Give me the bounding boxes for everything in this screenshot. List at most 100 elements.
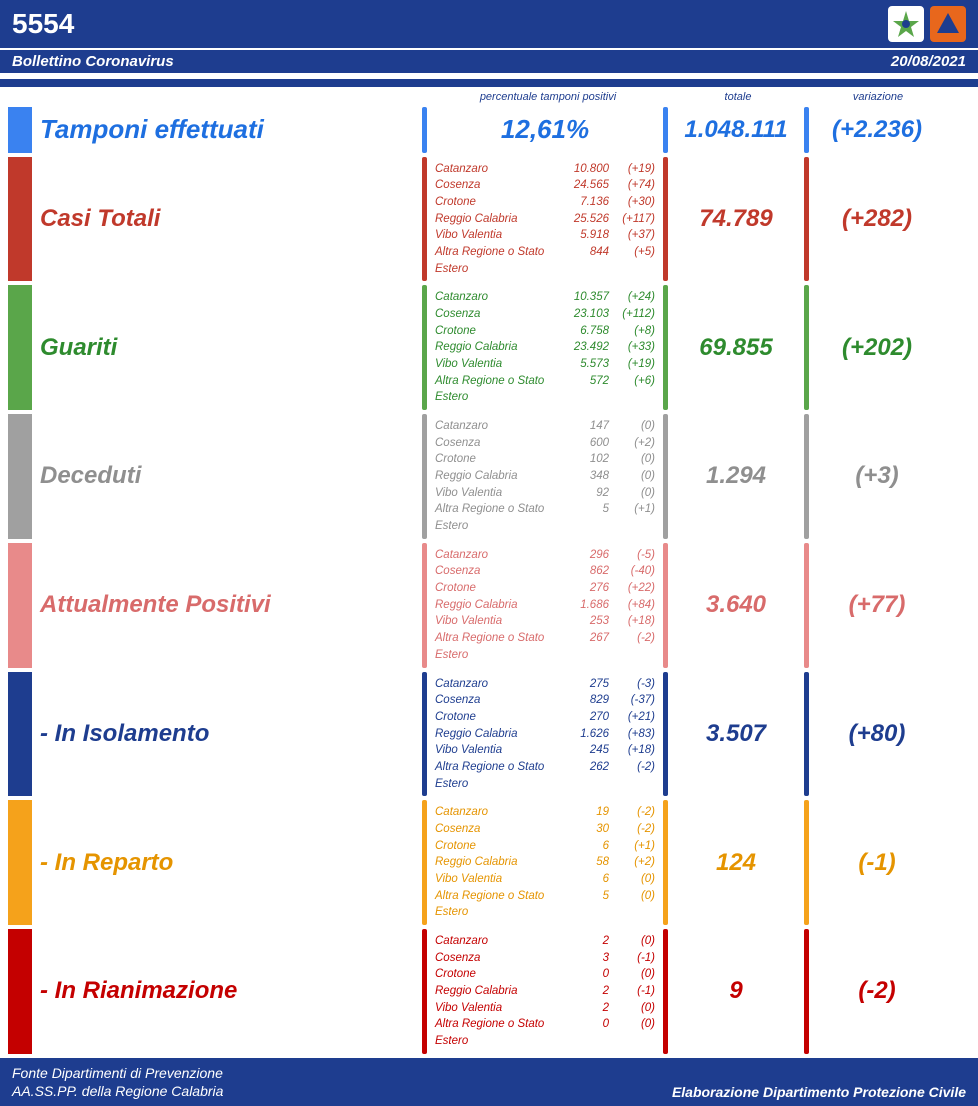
row-label: - In Rianimazione [32, 929, 420, 1054]
footer-line1: Fonte Dipartimenti di Prevenzione [12, 1064, 672, 1082]
row-isolamento: - In IsolamentoCatanzaro275(-3)Cosenza82… [8, 672, 970, 797]
province-name: Vibo Valentia [435, 871, 559, 888]
separator [663, 672, 668, 797]
row-casi: Casi TotaliCatanzaro10.800(+19)Cosenza24… [8, 157, 970, 282]
province-value: 102 [559, 451, 609, 468]
separator [804, 800, 809, 925]
province-delta: (-3) [609, 676, 655, 693]
province-delta: (0) [609, 418, 655, 435]
separator [422, 285, 427, 410]
total-value: 124 [670, 800, 802, 925]
column-headers: percentuale tamponi positivi totale vari… [8, 87, 970, 103]
separator [663, 800, 668, 925]
separator [804, 157, 809, 282]
province-delta: (+83) [609, 726, 655, 743]
color-swatch [8, 285, 32, 410]
variation-value: (-1) [811, 800, 943, 925]
separator [663, 107, 668, 153]
row-label: Casi Totali [32, 157, 420, 282]
breakdown-line: Altra Regione o Stato Estero267(-2) [435, 630, 655, 663]
province-name: Crotone [435, 323, 559, 340]
color-swatch [8, 929, 32, 1054]
col-header-variation: variazione [808, 91, 948, 103]
variation-value: (+77) [811, 543, 943, 668]
province-value: 30 [559, 821, 609, 838]
total-value: 1.048.111 [670, 107, 802, 153]
separator [422, 929, 427, 1054]
breakdown: Catanzaro296(-5)Cosenza862(-40)Crotone27… [429, 543, 661, 668]
separator [804, 672, 809, 797]
footer-credit: Elaborazione Dipartimento Protezione Civ… [672, 1084, 966, 1100]
province-delta: (+21) [609, 709, 655, 726]
breakdown-line: Cosenza600(+2) [435, 435, 655, 452]
province-delta: (+37) [609, 227, 655, 244]
breakdown-line: Crotone270(+21) [435, 709, 655, 726]
breakdown: Catanzaro2(0)Cosenza3(-1)Crotone0(0)Regg… [429, 929, 661, 1054]
total-value: 3.507 [670, 672, 802, 797]
breakdown-line: Vibo Valentia5.918(+37) [435, 227, 655, 244]
province-name: Reggio Calabria [435, 468, 559, 485]
color-swatch [8, 672, 32, 797]
color-swatch [8, 157, 32, 282]
breakdown-line: Crotone102(0) [435, 451, 655, 468]
province-value: 19 [559, 804, 609, 821]
breakdown-line: Vibo Valentia5.573(+19) [435, 356, 655, 373]
province-value: 862 [559, 563, 609, 580]
breakdown-line: Altra Regione o Stato Estero844(+5) [435, 244, 655, 277]
province-name: Cosenza [435, 821, 559, 838]
province-name: Cosenza [435, 692, 559, 709]
breakdown-line: Altra Regione o Stato Estero572(+6) [435, 373, 655, 406]
province-value: 275 [559, 676, 609, 693]
province-value: 829 [559, 692, 609, 709]
province-delta: (0) [609, 451, 655, 468]
province-name: Vibo Valentia [435, 356, 559, 373]
footer: Fonte Dipartimenti di Prevenzione AA.SS.… [0, 1058, 978, 1106]
color-swatch [8, 800, 32, 925]
province-value: 253 [559, 613, 609, 630]
province-delta: (0) [609, 1016, 655, 1049]
province-delta: (+6) [609, 373, 655, 406]
province-value: 58 [559, 854, 609, 871]
total-value: 74.789 [670, 157, 802, 282]
province-delta: (-1) [609, 983, 655, 1000]
breakdown-line: Catanzaro10.800(+19) [435, 161, 655, 178]
province-value: 5.918 [559, 227, 609, 244]
separator [422, 543, 427, 668]
province-delta: (+18) [609, 742, 655, 759]
province-name: Altra Regione o Stato Estero [435, 501, 559, 534]
variation-value: (+282) [811, 157, 943, 282]
province-delta: (+30) [609, 194, 655, 211]
province-name: Reggio Calabria [435, 211, 559, 228]
province-delta: (+24) [609, 289, 655, 306]
province-name: Catanzaro [435, 933, 559, 950]
breakdown-line: Crotone7.136(+30) [435, 194, 655, 211]
province-name: Altra Regione o Stato Estero [435, 1016, 559, 1049]
province-delta: (0) [609, 933, 655, 950]
color-swatch [8, 543, 32, 668]
row-label: Guariti [32, 285, 420, 410]
province-name: Reggio Calabria [435, 339, 559, 356]
province-name: Cosenza [435, 950, 559, 967]
province-name: Altra Regione o Stato Estero [435, 244, 559, 277]
divider-bar [0, 79, 978, 87]
province-delta: (+2) [609, 854, 655, 871]
province-name: Crotone [435, 194, 559, 211]
breakdown-line: Reggio Calabria23.492(+33) [435, 339, 655, 356]
province-value: 147 [559, 418, 609, 435]
province-name: Cosenza [435, 177, 559, 194]
province-delta: (+117) [609, 211, 655, 228]
separator [663, 543, 668, 668]
breakdown-line: Catanzaro275(-3) [435, 676, 655, 693]
province-delta: (+74) [609, 177, 655, 194]
breakdown-line: Catanzaro2(0) [435, 933, 655, 950]
province-delta: (+19) [609, 356, 655, 373]
province-delta: (-37) [609, 692, 655, 709]
variation-value: (+202) [811, 285, 943, 410]
total-value: 1.294 [670, 414, 802, 539]
breakdown-line: Reggio Calabria58(+2) [435, 854, 655, 871]
province-name: Catanzaro [435, 804, 559, 821]
province-value: 276 [559, 580, 609, 597]
separator [804, 543, 809, 668]
province-name: Altra Regione o Stato Estero [435, 373, 559, 406]
header: 5554 Bollettino Coronavirus 20/08/2021 [0, 0, 978, 73]
